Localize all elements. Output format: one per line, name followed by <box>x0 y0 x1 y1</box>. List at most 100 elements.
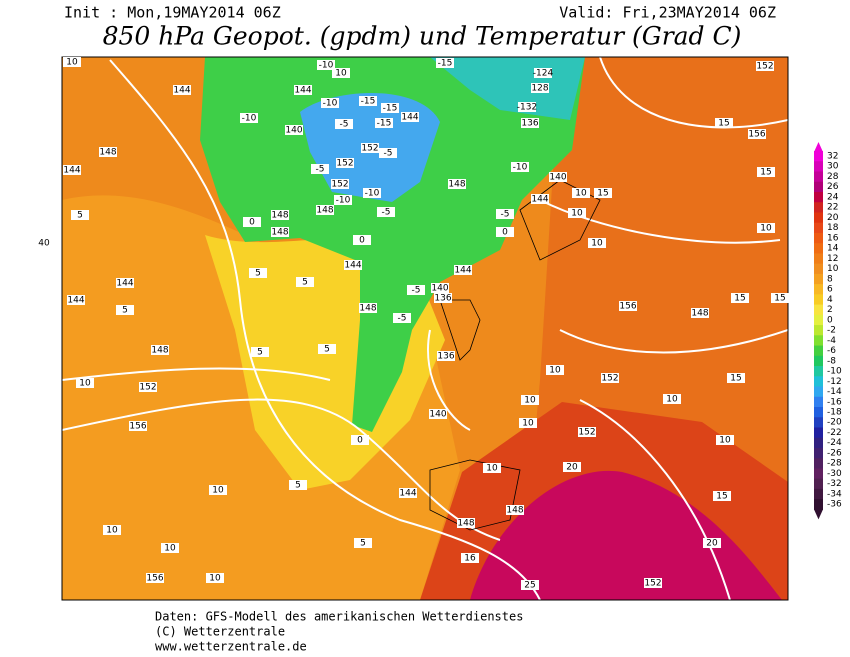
contour-label-bg <box>331 179 349 189</box>
colorbar-label: -18 <box>827 408 842 418</box>
colorbar-swatch <box>814 243 823 254</box>
contour-label: -10 <box>242 114 257 124</box>
contour-label-bg <box>294 85 312 95</box>
colorbar-swatch <box>814 407 823 418</box>
contour-label: 10 <box>571 209 583 219</box>
colorbar-swatch <box>814 191 823 203</box>
colorbar-swatch <box>814 376 823 388</box>
contour-label: 5 <box>302 278 308 288</box>
footer: Daten: GFS-Modell des amerikanischen Wet… <box>155 610 523 654</box>
contour-label-bg <box>311 164 329 174</box>
colorbar-swatch <box>814 253 823 265</box>
contour-label: 152 <box>361 144 378 154</box>
colorbar-label: 2 <box>827 305 833 315</box>
contour-label: 10 <box>164 544 176 554</box>
colorbar-swatch <box>814 447 823 459</box>
contour-label: 152 <box>644 579 661 589</box>
contour-label: 136 <box>521 119 538 129</box>
colorbar-label: 30 <box>827 162 839 172</box>
contour-label-bg <box>63 165 81 175</box>
contour-label-bg <box>771 293 789 303</box>
colorbar-label: 28 <box>827 172 839 182</box>
contour-label: 148 <box>151 346 168 356</box>
contour-label: 148 <box>691 309 708 319</box>
contour-label: -15 <box>383 104 398 114</box>
contour-label-bg <box>594 188 612 198</box>
colorbar-label: -34 <box>827 489 842 499</box>
contour-label: -5 <box>382 208 391 218</box>
contour-label: -10 <box>513 163 528 173</box>
colorbar-swatch <box>814 202 823 213</box>
contour-label-bg <box>361 143 379 153</box>
contour-label: 152 <box>601 374 618 384</box>
contour-label: 140 <box>431 284 448 294</box>
colorbar-swatch <box>814 427 823 439</box>
colorbar-label: 24 <box>827 192 839 202</box>
contour-label-bg <box>173 85 191 95</box>
colorbar-label: 0 <box>827 315 833 325</box>
contour-label: 10 <box>591 239 603 249</box>
contour-label-bg <box>731 293 749 303</box>
contour-label-bg <box>518 102 536 112</box>
contour-label-bg <box>434 293 452 303</box>
colorbar-label: -26 <box>827 448 842 458</box>
contour-label-bg <box>407 285 425 295</box>
contour-label-bg <box>351 435 369 445</box>
contour-label-bg <box>285 125 303 135</box>
contour-label-bg <box>249 268 267 278</box>
contour-label: -10 <box>323 99 338 109</box>
contour-label: 136 <box>437 352 454 362</box>
colorbar-swatch <box>814 171 823 183</box>
colorbar-swatch <box>814 212 823 224</box>
map-title: 850 hPa Geopot. (gpdm) und Temperatur (G… <box>103 22 742 51</box>
contour-label: 5 <box>255 269 261 279</box>
contour-label: -10 <box>365 189 380 199</box>
contour-label-bg <box>511 162 529 172</box>
colorbar-swatch <box>814 499 823 510</box>
contour-label-bg <box>318 344 336 354</box>
contour-label-bg <box>206 573 224 583</box>
colorbar-label: -30 <box>827 469 842 479</box>
contour-label: 140 <box>549 173 566 183</box>
contour-label-bg <box>496 209 514 219</box>
contour-label-bg <box>271 210 289 220</box>
contour-label: 40 <box>38 239 50 249</box>
contour-label: 144 <box>63 166 80 176</box>
contour-label-bg <box>67 295 85 305</box>
contour-label: 15 <box>718 119 729 129</box>
contour-label-bg <box>549 172 567 182</box>
contour-label-bg <box>748 129 766 139</box>
contour-label: 10 <box>666 395 678 405</box>
contour-label: 10 <box>106 526 118 536</box>
colorbar-swatch <box>814 396 823 408</box>
colorbar-label: -12 <box>827 377 842 387</box>
colorbar-label: -4 <box>827 336 836 346</box>
colorbar-swatch <box>814 366 823 377</box>
contour-label: 148 <box>316 206 333 216</box>
contour-label-bg <box>151 345 169 355</box>
contour-label-bg <box>496 227 514 237</box>
contour-label-bg <box>344 260 362 270</box>
contour-label: 148 <box>99 148 116 158</box>
contour-label: 10 <box>549 366 561 376</box>
colorbar-label: 18 <box>827 223 839 233</box>
contour-label-bg <box>531 83 549 93</box>
contour-label-bg <box>401 112 419 122</box>
contour-label: 10 <box>212 486 224 496</box>
contour-label-bg <box>578 427 596 437</box>
colorbar-label: 26 <box>827 182 839 192</box>
colorbar-label: -8 <box>827 356 836 366</box>
colorbar-label: 8 <box>827 274 833 284</box>
map-area <box>62 57 788 600</box>
contour-label-bg <box>563 462 581 472</box>
contour-label-bg <box>146 573 164 583</box>
contour-label: 15 <box>716 492 727 502</box>
contour-label: 20 <box>566 463 578 473</box>
colorbar-swatch <box>814 478 823 490</box>
colorbar-swatch <box>814 417 823 428</box>
contour-label-bg <box>271 227 289 237</box>
contour-label-bg <box>103 525 121 535</box>
colorbar-swatch <box>814 151 823 162</box>
contour-label-bg <box>334 195 352 205</box>
